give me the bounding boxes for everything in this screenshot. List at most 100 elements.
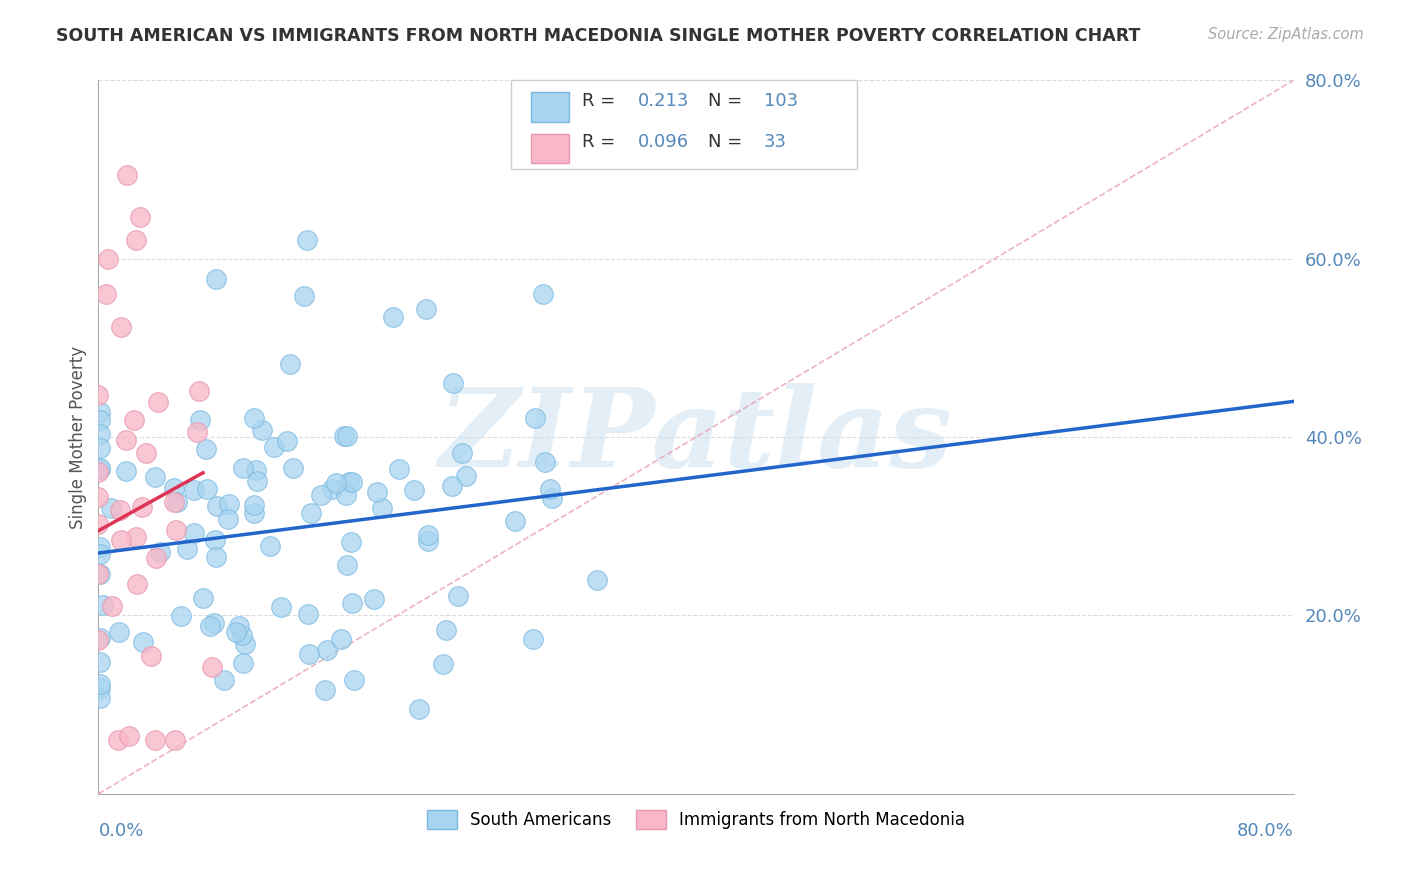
Point	[198, 619, 221, 633]
Point	[233, 637, 256, 651]
Point	[93, 598, 115, 612]
Point	[205, 272, 228, 286]
Point	[336, 429, 359, 443]
Point	[89, 681, 111, 695]
Point	[115, 433, 138, 447]
Point	[250, 423, 273, 437]
Point	[89, 676, 111, 690]
Point	[231, 628, 253, 642]
Point	[382, 310, 405, 325]
Point	[149, 545, 172, 559]
Point	[89, 427, 111, 442]
Point	[89, 460, 111, 475]
Point	[456, 469, 478, 483]
Point	[416, 528, 439, 542]
Point	[186, 425, 208, 439]
Point	[321, 482, 343, 496]
Point	[263, 440, 285, 454]
Point	[228, 619, 250, 633]
Text: 80.0%: 80.0%	[1237, 822, 1294, 840]
Point	[538, 482, 561, 496]
Point	[217, 512, 239, 526]
Point	[343, 673, 366, 687]
Point	[371, 500, 394, 515]
Point	[100, 501, 122, 516]
Point	[183, 483, 205, 498]
Point	[316, 643, 339, 657]
Point	[115, 464, 138, 478]
Point	[340, 475, 363, 490]
Point	[270, 599, 292, 614]
Point	[89, 691, 111, 706]
Point	[87, 516, 110, 531]
Point	[295, 233, 318, 247]
Point	[441, 376, 464, 390]
Point	[188, 412, 211, 426]
Point	[148, 394, 170, 409]
Point	[170, 609, 193, 624]
Point	[166, 495, 188, 509]
Point	[193, 591, 215, 605]
Point	[534, 455, 557, 469]
Point	[299, 506, 322, 520]
Point	[107, 733, 129, 747]
Point	[586, 573, 609, 587]
Y-axis label: Single Mother Poverty: Single Mother Poverty	[69, 345, 87, 529]
Text: Source: ZipAtlas.com: Source: ZipAtlas.com	[1208, 27, 1364, 42]
Point	[87, 567, 110, 582]
Point	[363, 591, 385, 606]
Point	[314, 682, 336, 697]
Text: 0.096: 0.096	[637, 133, 689, 151]
Point	[243, 411, 266, 425]
Point	[440, 479, 463, 493]
Point	[202, 615, 225, 630]
Point	[340, 534, 363, 549]
Point	[243, 507, 266, 521]
Point	[340, 596, 363, 610]
Point	[432, 657, 454, 671]
Point	[108, 625, 131, 640]
Point	[505, 514, 527, 528]
Point	[89, 413, 111, 427]
Point	[309, 488, 332, 502]
Point	[87, 490, 110, 504]
Point	[297, 648, 319, 662]
Point	[110, 319, 132, 334]
Point	[122, 413, 145, 427]
Text: N =: N =	[709, 92, 748, 110]
Point	[297, 607, 319, 621]
Point	[388, 462, 411, 476]
Point	[276, 434, 298, 448]
Point	[101, 599, 124, 614]
Point	[416, 534, 439, 549]
Point	[165, 524, 187, 538]
Point	[446, 590, 468, 604]
Point	[163, 481, 186, 495]
Point	[131, 500, 153, 515]
Text: N =: N =	[709, 133, 748, 151]
Point	[225, 625, 247, 640]
Point	[434, 623, 457, 637]
Point	[187, 384, 209, 399]
Point	[125, 530, 148, 544]
Point	[139, 649, 162, 664]
Point	[524, 411, 547, 425]
FancyBboxPatch shape	[510, 80, 858, 169]
Point	[336, 558, 359, 573]
Point	[115, 168, 138, 182]
Text: 0.213: 0.213	[637, 92, 689, 110]
Point	[163, 495, 186, 509]
Point	[337, 475, 360, 490]
Point	[87, 388, 110, 402]
Point	[110, 533, 132, 547]
Text: 33: 33	[763, 133, 787, 151]
Text: R =: R =	[582, 133, 621, 151]
Point	[89, 462, 111, 476]
Point	[243, 498, 266, 512]
Point	[89, 631, 111, 645]
Point	[194, 442, 217, 456]
Text: 103: 103	[763, 92, 799, 110]
Point	[96, 286, 118, 301]
Point	[89, 405, 111, 419]
Point	[143, 732, 166, 747]
